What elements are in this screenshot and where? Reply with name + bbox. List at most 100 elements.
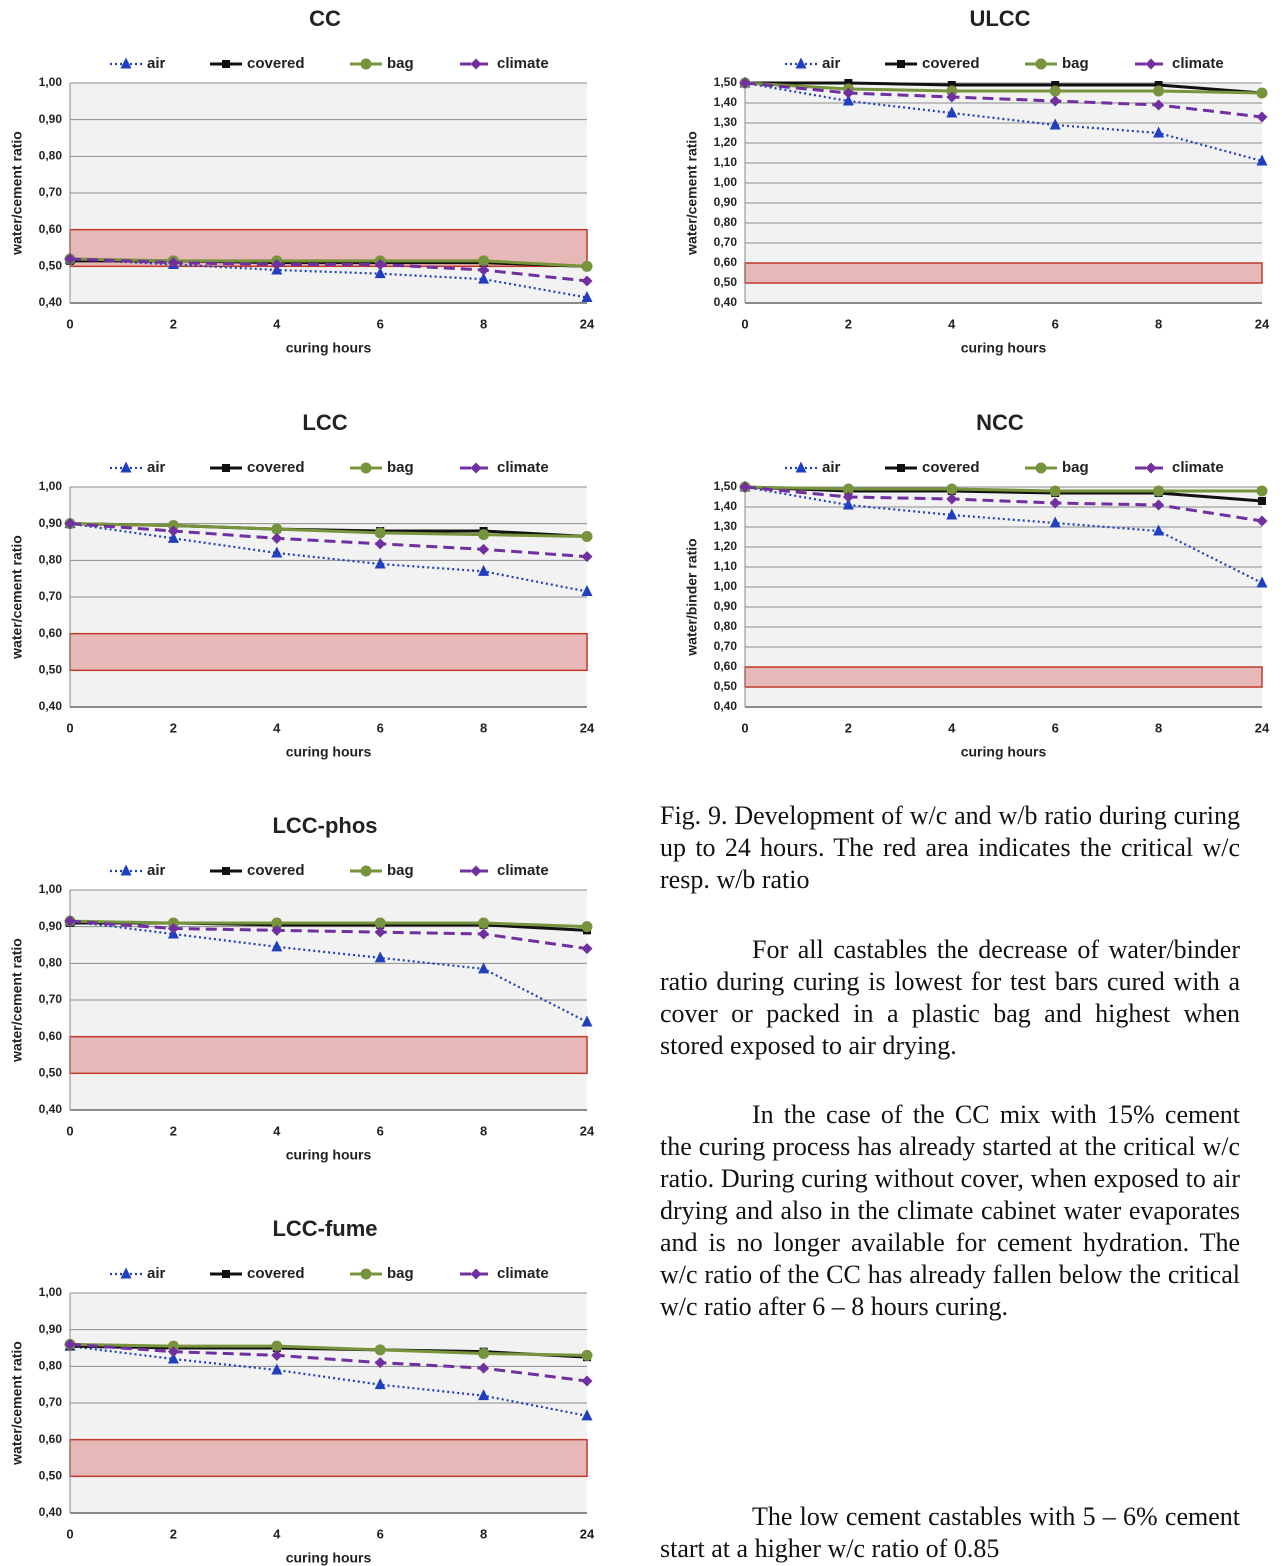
x-axis-label: curing hours xyxy=(286,1147,372,1163)
legend-label: air xyxy=(822,459,841,476)
marker xyxy=(271,917,283,929)
y-tick-label: 0,80 xyxy=(39,956,63,970)
chart-title: CC xyxy=(309,6,341,31)
marker xyxy=(581,921,593,933)
marker xyxy=(478,928,490,940)
legend-label: bag xyxy=(1062,459,1089,476)
y-tick-label: 0,70 xyxy=(39,589,63,603)
y-tick-label: 0,80 xyxy=(39,149,63,163)
marker xyxy=(946,508,958,520)
marker xyxy=(1051,81,1060,89)
marker xyxy=(374,259,386,270)
legend-marker xyxy=(360,58,372,70)
x-tick-label: 6 xyxy=(377,1123,384,1138)
x-tick-label: 2 xyxy=(845,720,852,735)
x-tick-label: 8 xyxy=(480,1123,487,1138)
legend-label: covered xyxy=(247,1265,305,1282)
marker xyxy=(478,1362,490,1374)
y-tick-label: 1,20 xyxy=(714,539,738,553)
y-tick-label: 0,50 xyxy=(39,663,63,677)
x-tick-label: 4 xyxy=(948,316,956,331)
x-axis-label: curing hours xyxy=(961,744,1047,760)
x-tick-label: 8 xyxy=(480,1526,487,1541)
y-tick-label: 0,50 xyxy=(39,1066,63,1080)
x-tick-label: 8 xyxy=(1155,316,1162,331)
x-tick-label: 2 xyxy=(845,316,852,331)
chart-title: ULCC xyxy=(969,6,1030,31)
legend-marker xyxy=(897,60,905,68)
y-tick-label: 0,60 xyxy=(39,1029,63,1043)
x-tick-label: 24 xyxy=(580,720,595,735)
y-tick-label: 1,00 xyxy=(39,1285,63,1299)
legend-label: air xyxy=(147,55,166,72)
x-tick-label: 24 xyxy=(580,316,595,331)
marker xyxy=(1153,524,1165,536)
legend-marker xyxy=(120,461,132,473)
y-tick-label: 0,80 xyxy=(714,619,738,633)
x-tick-label: 0 xyxy=(66,1526,73,1541)
legend-label: air xyxy=(147,459,166,476)
legend-marker xyxy=(1035,462,1047,474)
series-line xyxy=(69,522,588,538)
legend-marker xyxy=(360,462,372,474)
y-tick-label: 1,30 xyxy=(714,519,738,533)
legend-marker xyxy=(360,1268,372,1280)
series-line xyxy=(744,81,1263,163)
marker xyxy=(374,926,386,938)
critical-band xyxy=(69,632,588,672)
marker xyxy=(271,1363,283,1375)
series-line xyxy=(744,485,1263,503)
y-tick-label: 1,50 xyxy=(714,479,738,493)
legend-label: bag xyxy=(1062,55,1089,72)
legend-marker xyxy=(470,865,482,877)
x-axis-label: curing hours xyxy=(286,340,372,356)
x-tick-label: 8 xyxy=(480,720,487,735)
x-tick-label: 24 xyxy=(1255,720,1270,735)
marker xyxy=(581,585,593,596)
chart-title: LCC xyxy=(302,410,347,435)
series-line xyxy=(69,522,588,593)
x-tick-label: 2 xyxy=(170,720,177,735)
paragraph: The low cement castables with 5 – 6% cem… xyxy=(660,1502,1240,1563)
marker xyxy=(1256,576,1268,588)
marker xyxy=(478,264,490,276)
critical-band xyxy=(744,666,1263,688)
y-tick-label: 1,00 xyxy=(39,882,63,896)
marker xyxy=(1256,515,1268,527)
y-axis-label: water/cement ratio xyxy=(9,535,25,660)
marker xyxy=(374,1344,386,1356)
marker xyxy=(271,940,283,952)
marker xyxy=(64,915,76,927)
y-tick-label: 0,40 xyxy=(714,295,738,309)
y-tick-label: 1,40 xyxy=(714,95,738,109)
marker xyxy=(739,77,751,89)
marker xyxy=(374,527,386,539)
y-tick-label: 0,40 xyxy=(39,295,63,309)
marker xyxy=(374,557,386,569)
series-line xyxy=(69,257,588,268)
y-tick-label: 1,00 xyxy=(714,175,738,189)
legend-label: climate xyxy=(497,862,549,879)
y-axis-label: water/cement ratio xyxy=(9,1341,25,1466)
marker xyxy=(842,491,854,503)
marker xyxy=(581,1375,593,1387)
y-axis-label: water/cement ratio xyxy=(9,131,25,256)
legend-marker xyxy=(470,58,482,70)
paragraph: In the case of the CC mix with 15% cemen… xyxy=(660,1100,1240,1321)
marker xyxy=(478,543,490,555)
chart-title: LCC-phos xyxy=(272,813,377,838)
marker xyxy=(478,962,490,974)
x-tick-label: 24 xyxy=(1255,316,1270,331)
y-tick-label: 1,00 xyxy=(714,579,738,593)
marker xyxy=(1256,87,1268,99)
legend-label: climate xyxy=(497,1265,549,1282)
x-axis-label: curing hours xyxy=(286,744,372,760)
marker xyxy=(946,91,958,103)
marker xyxy=(946,85,958,97)
series-line xyxy=(69,257,588,283)
series-line xyxy=(69,1345,588,1417)
legend-label: climate xyxy=(1172,459,1224,476)
marker xyxy=(1049,118,1061,130)
legend-label: covered xyxy=(247,459,305,476)
